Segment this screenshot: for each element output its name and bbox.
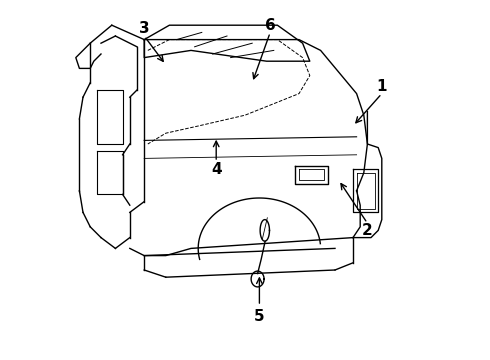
Text: 3: 3 [139,21,149,36]
Text: 2: 2 [362,223,373,238]
Text: 5: 5 [254,309,265,324]
Text: 4: 4 [211,162,221,177]
Text: 6: 6 [265,18,275,33]
Text: 1: 1 [376,79,387,94]
